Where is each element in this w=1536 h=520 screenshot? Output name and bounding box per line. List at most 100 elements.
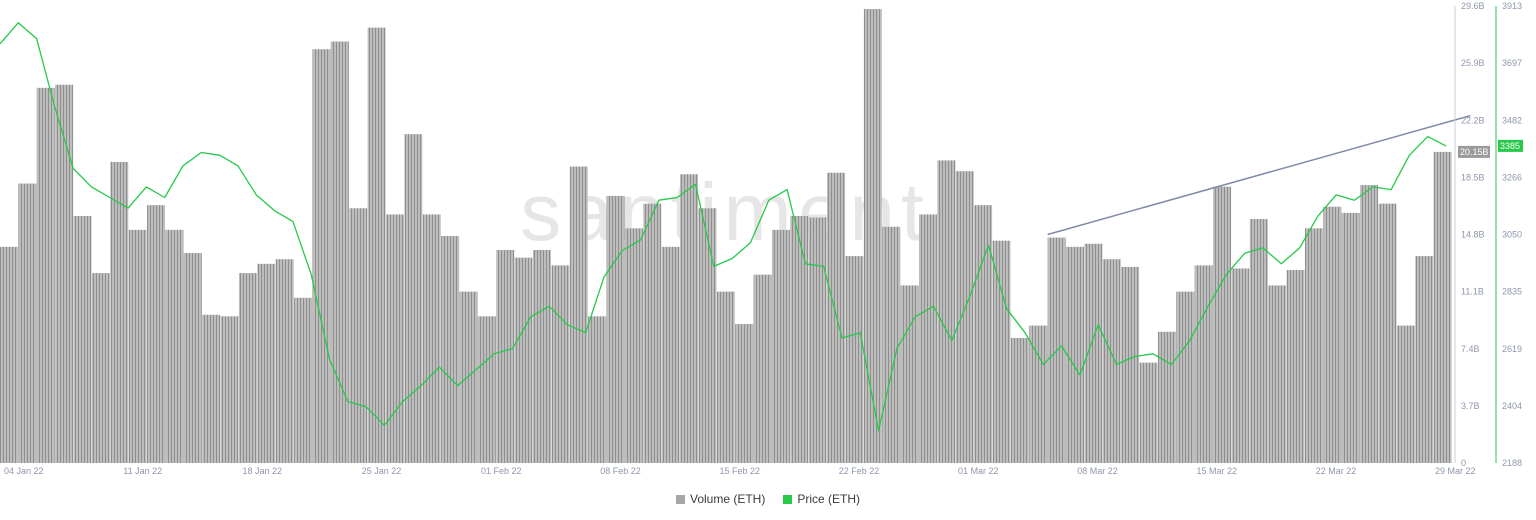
volume-tick-label: 29.6B [1461,1,1485,11]
axes: 0 3.7B 7.4B 11.1B 14.8B 18.5B 22.2B 25.9B 29.6B 2… [4,1,1523,476]
legend-item-price[interactable]: Price (ETH) [783,492,860,506]
x-tick-label: 01 Mar 22 [958,466,999,476]
volume-bar [165,229,184,463]
volume-bar [1415,256,1434,463]
volume-bar [514,257,533,463]
volume-tick-label: 25.9B [1461,58,1485,68]
volume-bar [551,265,570,463]
volume-bars [0,9,1452,464]
x-tick-label: 04 Jan 22 [4,466,44,476]
legend-item-volume[interactable]: Volume (ETH) [675,492,765,506]
volume-bar [294,297,313,463]
price-tick-label: 3050 [1502,230,1522,240]
price-tick-label: 2188 [1502,458,1522,468]
volume-bar [771,229,790,463]
volume-bar [477,316,496,463]
volume-bar [680,174,699,463]
price-tick-label: 2619 [1502,344,1522,354]
volume-bar [1139,362,1158,463]
volume-last-label: 20.15B [1460,147,1489,157]
volume-bar [385,214,404,463]
volume-bar [716,291,735,463]
volume-bar [330,41,349,464]
volume-bar [937,160,956,463]
volume-bar [698,208,717,463]
volume-bar [974,205,993,464]
volume-bar [1378,203,1397,463]
x-tick-label: 29 Mar 22 [1435,466,1476,476]
volume-bar [624,228,643,463]
volume-tick-label: 11.1B [1461,287,1484,297]
volume-bar [918,214,937,463]
volume-bar [147,205,166,464]
volume-swatch-icon [675,494,685,504]
legend-label-price: Price (ETH) [797,492,861,506]
x-tick-label: 08 Mar 22 [1077,466,1118,476]
volume-bar [404,134,423,463]
volume-bar [1323,206,1342,463]
price-tick-label: 3697 [1502,58,1522,68]
x-tick-label: 11 Jan 22 [123,466,162,476]
volume-tick-label: 0 [1461,458,1466,468]
volume-bar [1304,228,1323,463]
volume-bar [1084,243,1103,463]
volume-bar [661,246,680,463]
volume-bar [992,240,1011,463]
price-tick-label: 3266 [1502,172,1522,182]
volume-bar [1194,265,1213,463]
x-tick-label: 15 Feb 22 [720,466,761,476]
volume-bar [183,253,202,463]
volume-bar [1029,325,1048,463]
volume-bar [1341,212,1360,463]
volume-bar [1157,331,1176,463]
volume-bar [1231,268,1250,463]
volume-bar [18,183,37,464]
x-tick-label: 08 Feb 22 [600,466,641,476]
volume-bar [845,256,864,463]
volume-bar [441,236,460,463]
volume-bar [533,249,551,463]
price-last-badge [1498,139,1523,152]
chart-canvas: santiment 03.7B7.4B11.1B14.8B18.5B22.2B2… [0,1,1523,476]
x-tick-label: 22 Mar 22 [1316,466,1357,476]
volume-bar [606,195,625,463]
volume-bar [753,274,772,463]
volume-last-badge [1458,145,1490,158]
volume-bar [1213,186,1232,463]
x-tick-label: 18 Jan 22 [243,466,283,476]
volume-bar [1360,185,1379,463]
volume-tick-label: 14.8B [1461,230,1485,240]
volume-bar [1268,285,1287,463]
volume-bar [0,246,18,463]
volume-bar [1286,270,1305,463]
volume-bar [588,316,607,463]
volume-bar [955,171,974,463]
volume-bar [257,263,276,463]
volume-bar [808,217,827,463]
price-last-label: 3385 [1500,141,1520,151]
volume-bar [91,273,110,463]
volume-bar [790,215,809,463]
price-tick-label: 3913 [1502,1,1522,11]
volume-bar [459,291,478,463]
volume-bar [1249,219,1268,463]
volume-bar [827,172,846,464]
volume-bar [900,285,919,463]
volume-bar [312,49,331,463]
x-tick-label: 15 Mar 22 [1197,466,1238,476]
price-tick-label: 2835 [1502,287,1522,297]
price-swatch-icon [783,494,793,504]
volume-bar [496,249,515,463]
x-tick-label: 25 Jan 22 [362,466,402,476]
volume-bar [275,259,294,463]
volume-bar [349,208,368,463]
volume-tick-label: 3.7B [1461,401,1480,411]
volume-bar [1176,291,1195,463]
x-tick-label: 01 Feb 22 [481,466,522,476]
volume-tick-label: 7.4B [1461,344,1480,354]
volume-bar [220,316,239,463]
volume-bar [367,27,386,463]
volume-bar [110,161,129,464]
volume-bar [643,203,662,463]
